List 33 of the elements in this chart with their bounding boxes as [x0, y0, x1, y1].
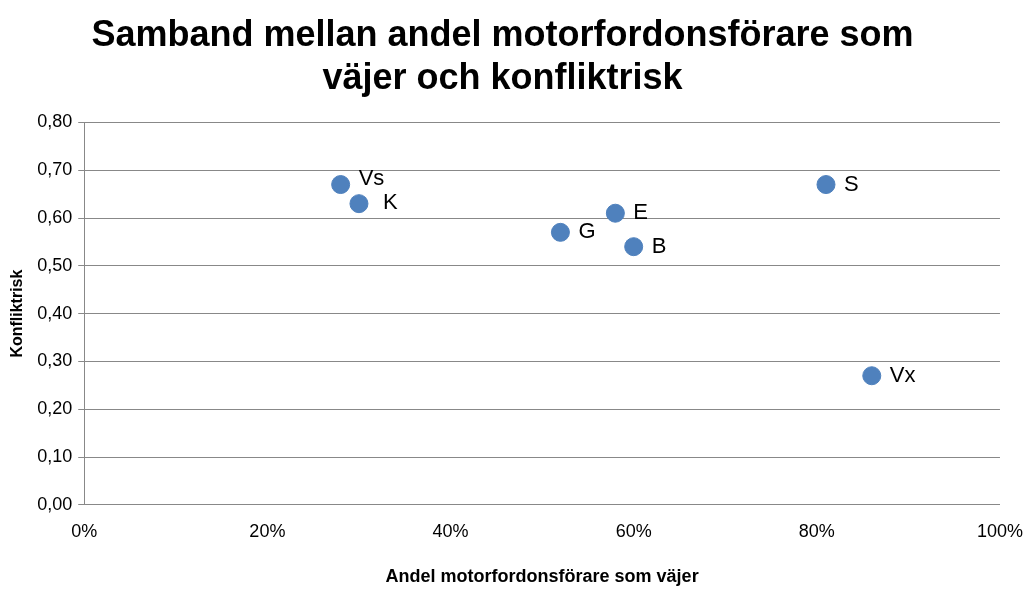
y-tick-label: 0,10: [37, 445, 73, 466]
point: [862, 366, 882, 386]
text: väjer och konfliktrisk: [322, 55, 683, 97]
y-tick-label: 0,20: [37, 398, 73, 419]
y-tick-label: 0,80: [37, 111, 73, 132]
y-axis-title: Konfliktrisk: [8, 269, 26, 358]
point: [331, 175, 351, 195]
x-tick-label: 0%: [71, 520, 98, 541]
y-tick-label: 0,30: [37, 350, 73, 371]
annotation: G: [578, 218, 596, 244]
annotation: E: [633, 199, 649, 225]
point: [550, 222, 570, 242]
annotation: Vx: [889, 361, 916, 387]
x-axis-title: Andel motorfordonsförare som väjer: [385, 566, 699, 587]
x-tick-label: 20%: [249, 520, 286, 541]
point: [624, 237, 644, 257]
annotation: Vs: [358, 164, 385, 190]
x-tick-label: 100%: [976, 520, 1023, 541]
y-tick-label: 0,50: [37, 254, 73, 275]
x-tick-label: 40%: [432, 520, 469, 541]
annotation: B: [651, 232, 667, 258]
x-tick-label: 80%: [798, 520, 835, 541]
y-tick-label: 0,00: [37, 493, 73, 514]
annotation: K: [382, 188, 398, 214]
x-tick-label: 60%: [615, 520, 652, 541]
text: Samband mellan andel motorfordonsförare som: [91, 12, 914, 54]
y-tick-label: 0,60: [37, 206, 73, 227]
annotation: S: [843, 170, 859, 196]
y-tick-label: 0,40: [37, 302, 73, 323]
point: [349, 194, 369, 214]
point: [816, 175, 836, 195]
y-tick-label: 0,70: [37, 159, 73, 180]
point: [605, 203, 625, 223]
